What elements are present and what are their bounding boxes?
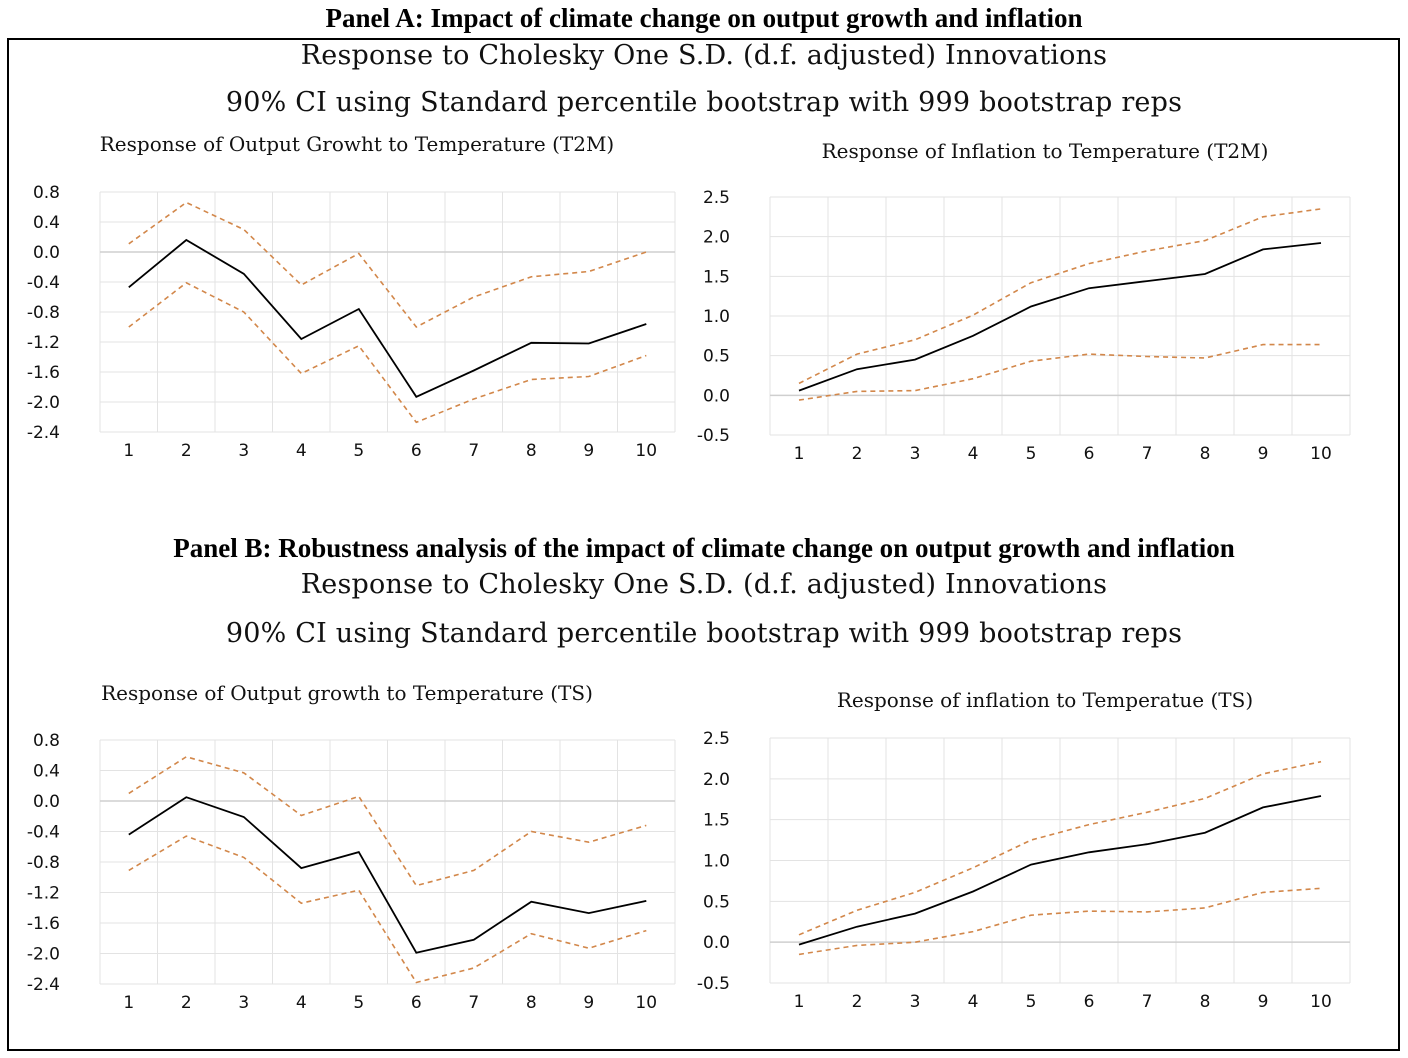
- y-tick-label: 1.0: [703, 852, 730, 872]
- x-tick-label: 6: [411, 441, 422, 461]
- x-tick-label: 10: [635, 441, 657, 461]
- y-tick-label: 1.0: [703, 307, 730, 327]
- ci-lower-line: [128, 281, 647, 424]
- x-tick-label: 3: [238, 993, 249, 1013]
- x-tick-label: 3: [910, 992, 921, 1012]
- figure-frame: [7, 38, 1400, 1051]
- panel-a-subtitle-1: Response to Cholesky One S.D. (d.f. adju…: [300, 40, 1108, 71]
- x-tick-label: 6: [1084, 992, 1095, 1012]
- y-tick-label: -1.2: [27, 884, 60, 904]
- y-tick-label: -1.6: [27, 363, 60, 383]
- x-tick-label: 10: [1310, 444, 1332, 464]
- x-tick-label: 3: [238, 441, 249, 461]
- y-tick-label: -1.6: [27, 914, 60, 934]
- y-tick-label: 0.0: [33, 243, 60, 263]
- y-tick-label: 2.0: [703, 770, 730, 790]
- response-line: [128, 238, 647, 398]
- y-tick-label: 2.0: [703, 228, 730, 248]
- y-tick-label: -0.5: [697, 974, 730, 994]
- ci-lower-line: [798, 343, 1321, 401]
- x-tick-label: 9: [1258, 992, 1269, 1012]
- panel-a-title: Panel A: Impact of climate change on out…: [325, 3, 1083, 33]
- x-tick-label: 3: [910, 444, 921, 464]
- x-tick-label: 9: [1258, 444, 1269, 464]
- y-tick-label: -0.4: [27, 823, 60, 843]
- x-tick-label: 4: [968, 444, 979, 464]
- x-tick-label: 4: [296, 441, 307, 461]
- chart-inflation-t2m: 2.5 2.0 1.5 1.0 0.5 0.0 -0.5 1 2 3 4 5 6 7 8 9 10: [697, 188, 1351, 464]
- y-tick-label: 0.0: [703, 933, 730, 953]
- y-tick-label: -0.8: [27, 303, 60, 323]
- y-tick-label: 1.5: [703, 811, 730, 831]
- y-tick-label: -0.5: [697, 426, 730, 446]
- ci-lower-line: [128, 835, 647, 984]
- chart-4-title: Response of inflation to Temperatue (TS): [836, 688, 1254, 712]
- y-tick-label: 0.8: [33, 731, 60, 751]
- x-tick-label: 1: [123, 993, 134, 1013]
- chart-inflation-ts: 2.5 2.0 1.5 1.0 0.5 0.0 -0.5 1 2 3 4 5 6 7 8 9 10: [697, 729, 1351, 1012]
- y-tick-label: 0.0: [33, 792, 60, 812]
- x-tick-label: 9: [583, 441, 594, 461]
- x-tick-label: 1: [794, 992, 805, 1012]
- x-tick-label: 2: [852, 992, 863, 1012]
- x-tick-label: 7: [468, 441, 479, 461]
- x-tick-label: 7: [468, 993, 479, 1013]
- chart-output-growth-ts: 0.8 0.4 0.0 -0.4 -0.8 -1.2 -1.6 -2.0 -2.4 1 2 3 4 5 6 7…: [27, 731, 676, 1013]
- y-tick-label: 2.5: [703, 188, 730, 208]
- x-tick-label: 2: [181, 993, 192, 1013]
- panel-b-subtitle-1: Response to Cholesky One S.D. (d.f. adju…: [300, 569, 1108, 600]
- ci-upper-line: [128, 201, 647, 329]
- y-tick-label: 0.0: [703, 386, 730, 406]
- x-tick-label: 5: [1026, 992, 1037, 1012]
- y-tick-label: 0.5: [703, 892, 730, 912]
- x-tick-label: 5: [1026, 444, 1037, 464]
- y-tick-label: 1.5: [703, 267, 730, 287]
- x-tick-label: 6: [1084, 444, 1095, 464]
- ci-lower-line: [798, 887, 1322, 956]
- x-tick-label: 5: [353, 993, 364, 1013]
- y-tick-label: -2.4: [27, 423, 60, 443]
- chart-1-title: Response of Output Growht to Temperature…: [99, 132, 615, 156]
- x-tick-label: 8: [1200, 444, 1211, 464]
- y-tick-label: -0.8: [27, 853, 60, 873]
- x-tick-label: 1: [123, 441, 134, 461]
- y-tick-label: 2.5: [703, 729, 730, 749]
- chart-2-title: Response of Inflation to Temperature (T2…: [821, 139, 1269, 163]
- x-tick-label: 2: [181, 441, 192, 461]
- panel-a-subtitle-2: 90% CI using Standard percentile bootstr…: [225, 87, 1183, 118]
- y-tick-label: 0.8: [33, 183, 60, 203]
- chart-3-title: Response of Output growth to Temperature…: [101, 681, 593, 705]
- y-tick-label: -1.2: [27, 333, 60, 353]
- x-tick-label: 10: [1310, 992, 1332, 1012]
- x-tick-label: 4: [968, 992, 979, 1012]
- panel-b-title: Panel B: Robustness analysis of the impa…: [173, 533, 1235, 563]
- x-tick-label: 1: [794, 444, 805, 464]
- y-tick-label: 0.4: [33, 213, 60, 233]
- x-tick-label: 8: [526, 441, 537, 461]
- y-tick-label: 0.5: [703, 347, 730, 367]
- x-tick-label: 4: [296, 993, 307, 1013]
- ci-upper-line: [798, 760, 1322, 936]
- x-tick-label: 7: [1142, 444, 1153, 464]
- panel-b-subtitle-2: 90% CI using Standard percentile bootstr…: [225, 618, 1183, 649]
- x-tick-label: 8: [1200, 992, 1211, 1012]
- x-tick-label: 2: [852, 444, 863, 464]
- chart-output-growth-t2m: 0.8 0.4 0.0 -0.4 -0.8 -1.2 -1.6 -2.0 -2.4 1 2 3 4 5 6 7…: [27, 183, 676, 461]
- x-tick-label: 7: [1142, 992, 1153, 1012]
- y-tick-label: -2.4: [27, 975, 60, 995]
- x-tick-label: 10: [635, 993, 657, 1013]
- response-line: [798, 795, 1322, 946]
- response-line: [798, 242, 1322, 392]
- response-line: [128, 796, 647, 954]
- x-tick-label: 6: [411, 993, 422, 1013]
- y-tick-label: -0.4: [27, 273, 60, 293]
- ci-upper-line: [128, 755, 647, 887]
- y-tick-label: -2.0: [27, 945, 60, 965]
- x-tick-label: 9: [583, 993, 594, 1013]
- ci-upper-line: [798, 208, 1322, 385]
- x-tick-label: 5: [353, 441, 364, 461]
- x-tick-label: 8: [526, 993, 537, 1013]
- y-tick-label: -2.0: [27, 393, 60, 413]
- y-tick-label: 0.4: [33, 762, 60, 782]
